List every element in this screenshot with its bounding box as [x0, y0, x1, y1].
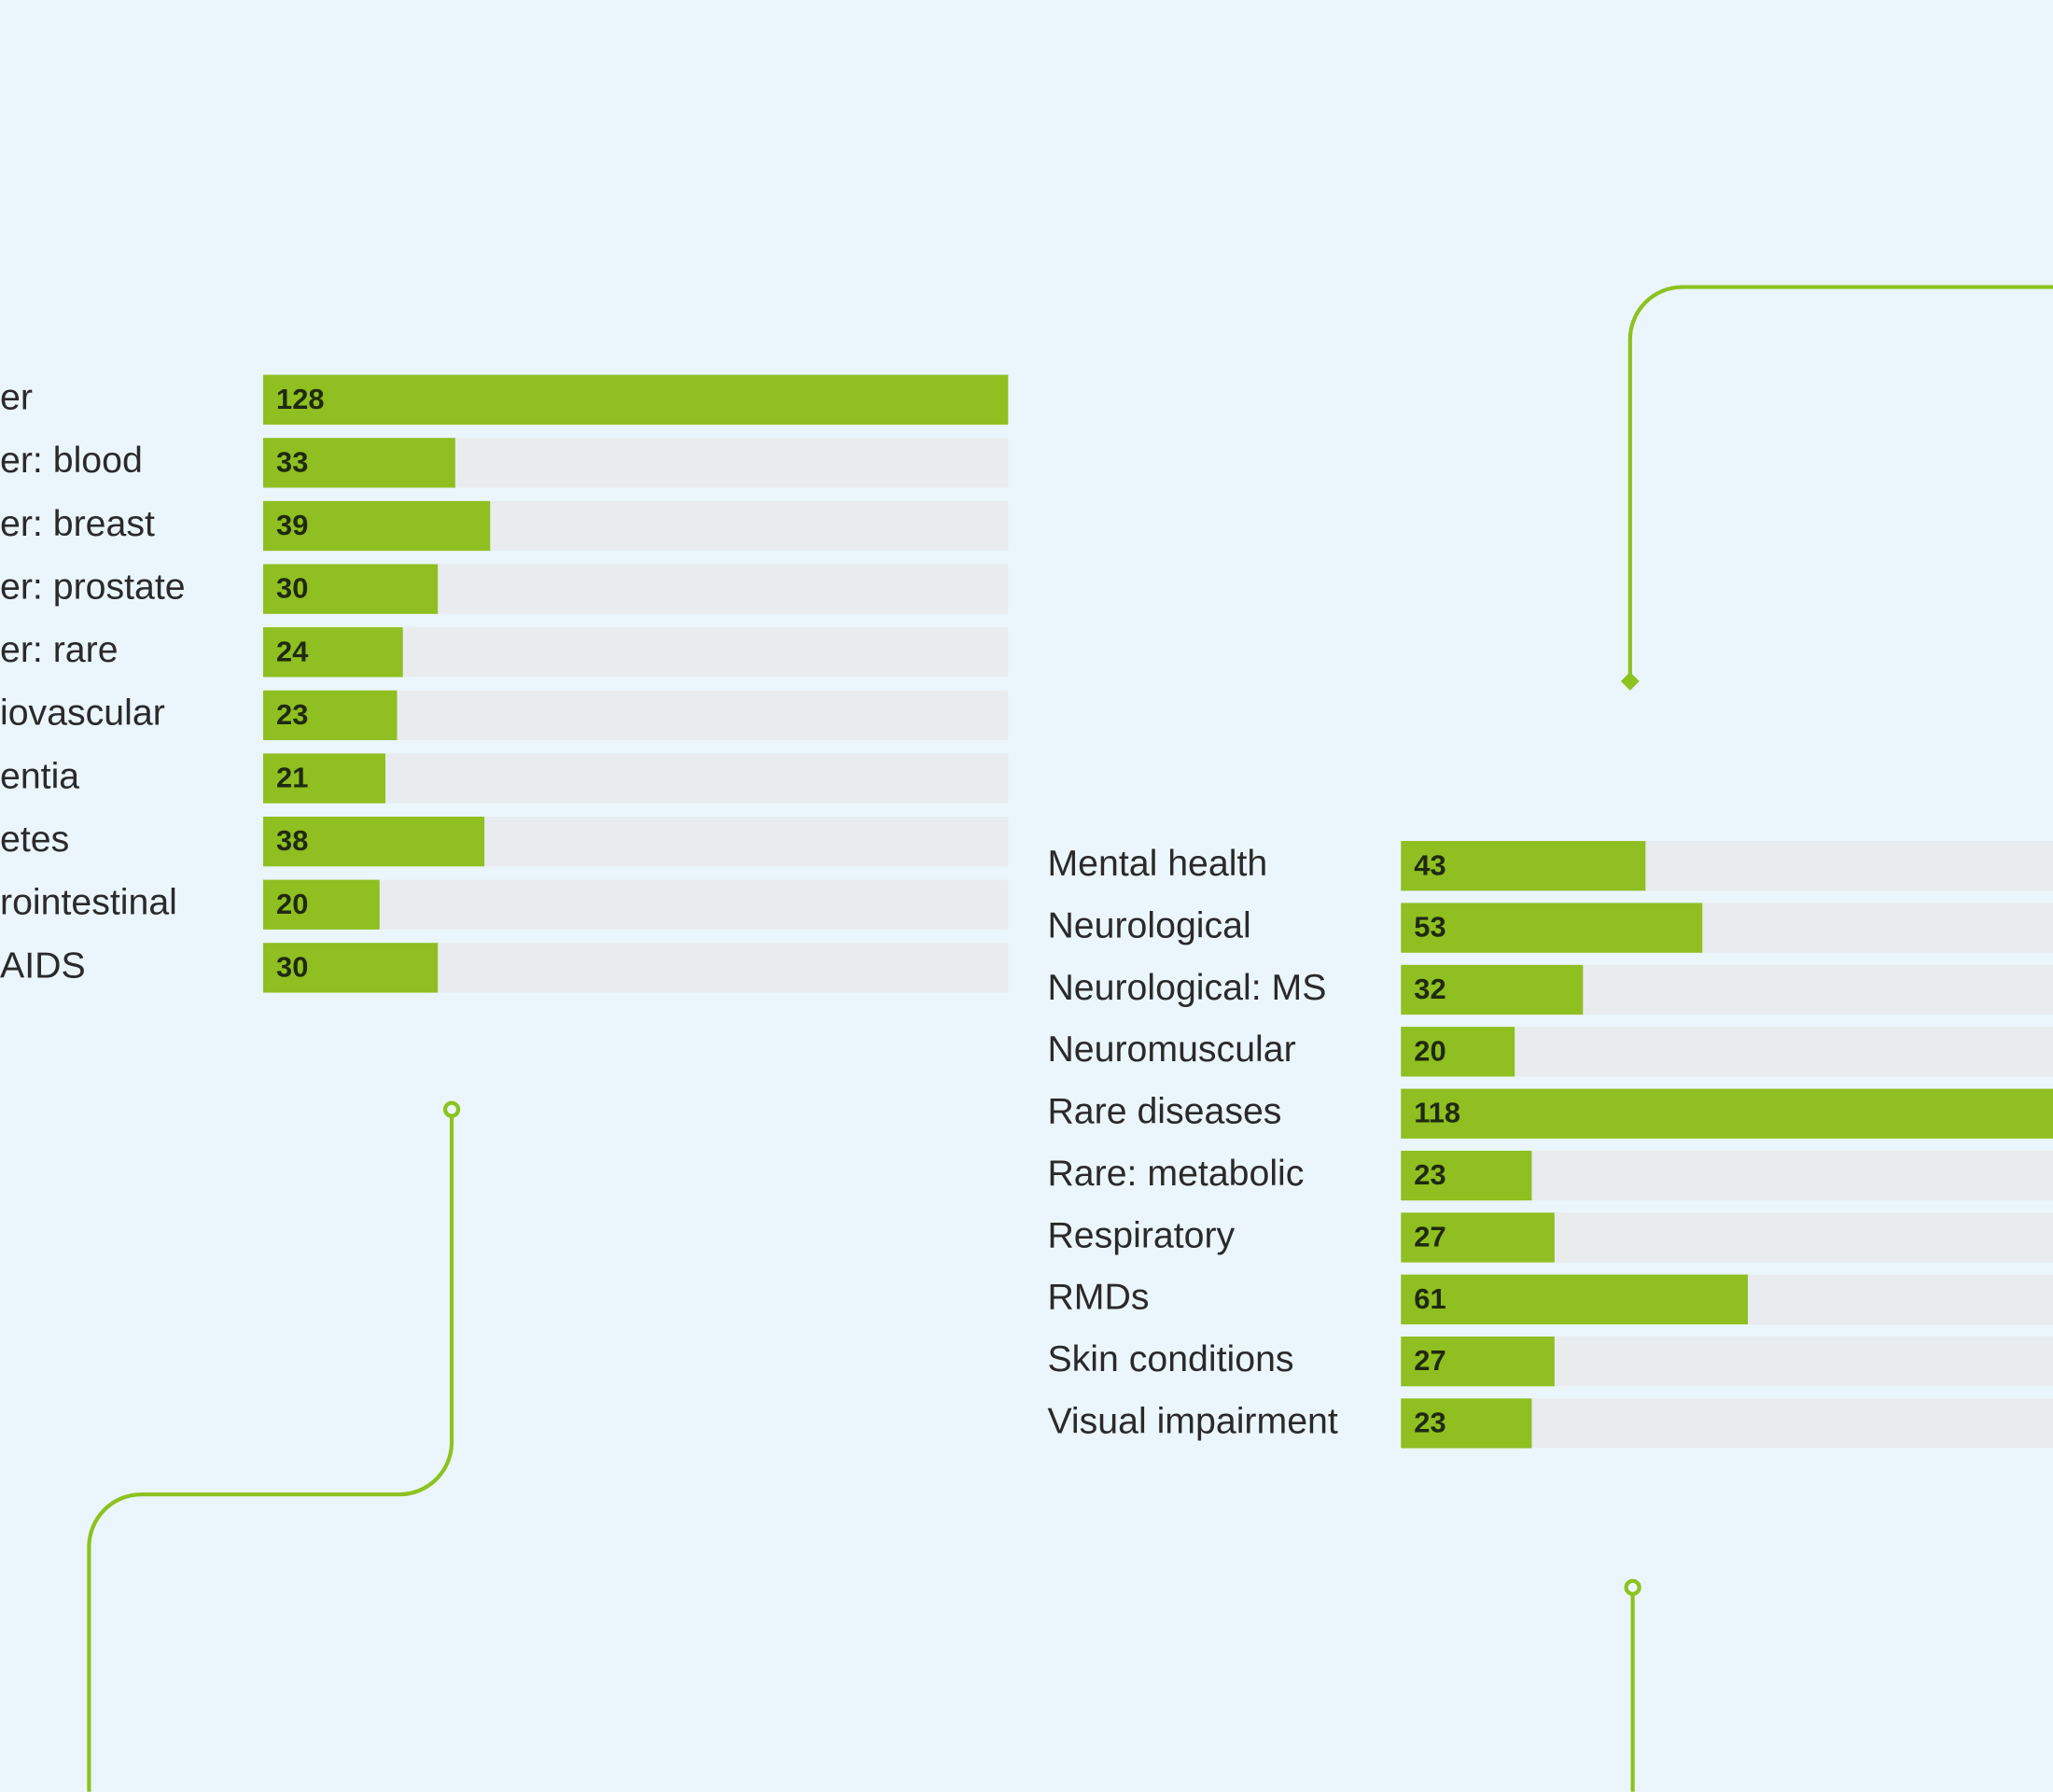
- value-label: 23: [1414, 1158, 1445, 1191]
- bar-label: Mental health: [1047, 843, 1267, 884]
- bar: [263, 753, 385, 804]
- value-label: 38: [276, 824, 308, 857]
- connector-dot: [1624, 1578, 1641, 1596]
- connector-dot: [442, 1100, 461, 1118]
- bar: [263, 879, 380, 930]
- connector-diamond: [1620, 671, 1640, 691]
- bar-label: Rare diseases: [1047, 1091, 1281, 1132]
- bar: [1401, 841, 1646, 891]
- bar-label: Respiratory: [1047, 1214, 1235, 1255]
- value-label: 43: [1414, 848, 1445, 881]
- value-label: 27: [1414, 1344, 1445, 1377]
- value-label: 23: [1414, 1407, 1445, 1439]
- value-label: 39: [276, 509, 308, 541]
- value-label: 118: [1414, 1097, 1460, 1129]
- bar-label: er: [0, 377, 33, 418]
- bar-track: [263, 753, 1009, 804]
- bar-label: Neuromuscular: [1047, 1029, 1295, 1070]
- bar: [263, 943, 439, 993]
- bar-label: Neurological: MS: [1047, 967, 1326, 1008]
- value-label: 24: [276, 635, 308, 667]
- bar-label: RMDs: [1047, 1277, 1149, 1318]
- bar: [1401, 1274, 1749, 1324]
- value-label: 20: [276, 888, 308, 920]
- charts: er 128 er: blood 33 er: breast 39 er: prostate…: [0, 374, 2053, 1449]
- bar-label: rointestinal: [0, 882, 177, 923]
- bar-label: er: rare: [0, 629, 119, 670]
- value-label: 33: [276, 445, 308, 478]
- value-label: 21: [276, 762, 308, 794]
- value-label: 30: [276, 950, 308, 983]
- value-label: 32: [1414, 973, 1445, 1005]
- value-label: 30: [276, 572, 308, 605]
- connector: [87, 1114, 454, 1792]
- bar: [1401, 1088, 2053, 1139]
- value-label: 20: [1414, 1034, 1445, 1067]
- value-label: 128: [276, 383, 324, 415]
- bar-label: er: breast: [0, 503, 155, 544]
- bar: [1401, 903, 1703, 953]
- bar: [1401, 1212, 1555, 1263]
- value-label: 23: [276, 698, 308, 731]
- bar: [1401, 1398, 1532, 1449]
- bar: [263, 690, 398, 741]
- value-label: 61: [1414, 1282, 1445, 1315]
- bar-label: Rare: metabolic: [1047, 1153, 1304, 1194]
- bar-label: er: prostate: [0, 566, 186, 607]
- bar: [263, 816, 485, 867]
- bar-label: iovascular: [0, 693, 165, 734]
- bar: [263, 500, 491, 552]
- bar-label: er: blood: [0, 440, 143, 481]
- bar: [1401, 964, 1584, 1015]
- bar-label: entia: [0, 755, 79, 796]
- bar: [263, 438, 455, 488]
- bar-label: AIDS: [0, 945, 86, 986]
- value-label: 53: [1414, 911, 1445, 944]
- bar: [1401, 1150, 1532, 1201]
- bar-label: Neurological: [1047, 904, 1250, 945]
- value-label: 27: [1414, 1220, 1445, 1253]
- bar-label: Visual impairment: [1047, 1400, 1337, 1441]
- bar: [1401, 1336, 1555, 1387]
- bar: [263, 374, 1009, 425]
- decor-lines: [87, 285, 2053, 1792]
- bar-label: Skin conditions: [1047, 1338, 1293, 1379]
- bar: [263, 627, 403, 678]
- bar: [1401, 1027, 1515, 1077]
- bar-track: [263, 879, 1009, 930]
- bar: [263, 564, 439, 614]
- bar-label: etes: [0, 819, 69, 860]
- connector: [1627, 285, 2053, 681]
